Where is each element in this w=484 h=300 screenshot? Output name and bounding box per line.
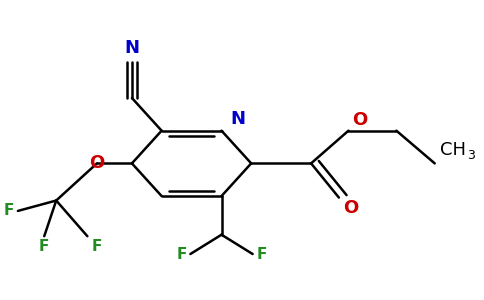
Text: N: N: [230, 110, 245, 128]
Text: F: F: [4, 203, 14, 218]
Text: F: F: [176, 247, 186, 262]
Text: F: F: [39, 238, 49, 253]
Text: O: O: [352, 111, 367, 129]
Text: O: O: [90, 154, 105, 172]
Text: F: F: [91, 238, 102, 253]
Text: F: F: [257, 247, 267, 262]
Text: N: N: [124, 39, 139, 57]
Text: O: O: [343, 199, 358, 217]
Text: CH: CH: [440, 141, 467, 159]
Text: 3: 3: [467, 149, 475, 162]
